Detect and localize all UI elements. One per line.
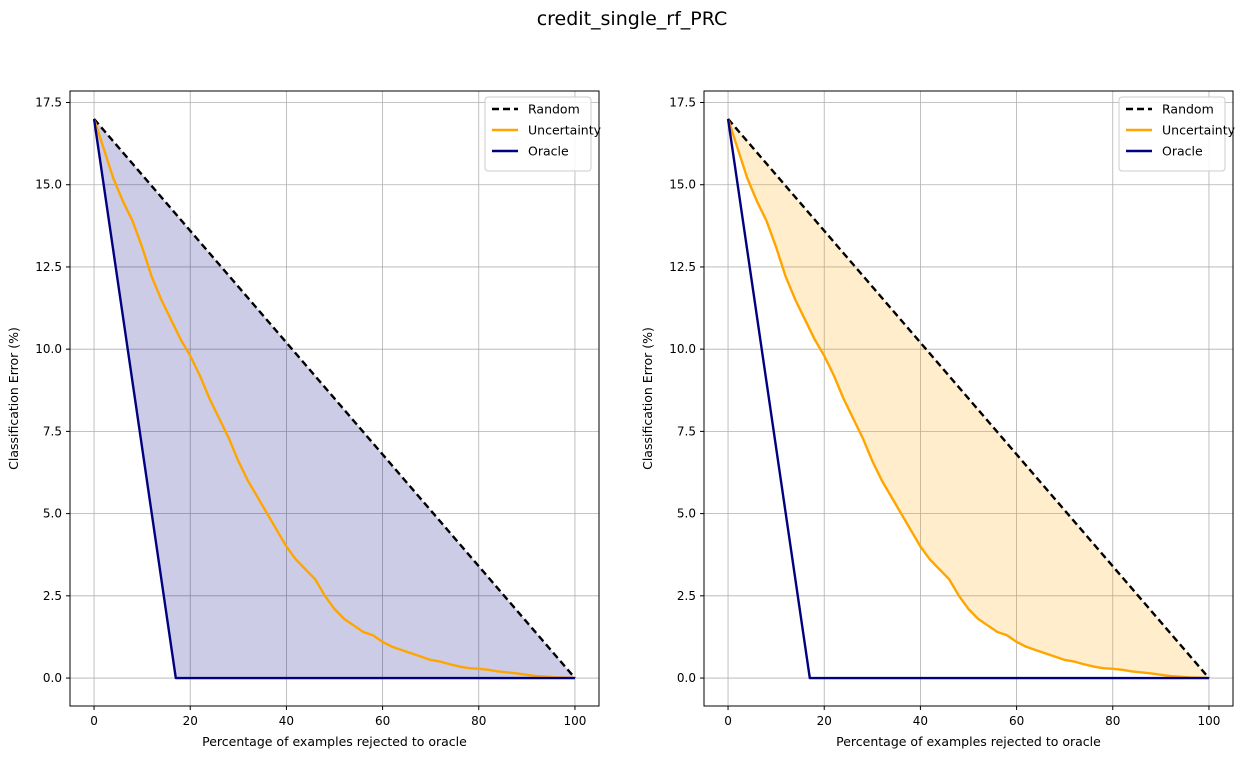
x-tick-label: 0: [90, 714, 98, 728]
legend: Random Uncertainty Oracle: [484, 96, 602, 172]
series-line-oracle: [92, 118, 575, 680]
legend-label-random: Random: [1162, 102, 1214, 117]
series-line-random: [93, 118, 576, 679]
x-axis-label: Percentage of examples rejected to oracl…: [202, 734, 467, 749]
legend: Random Uncertainty Oracle: [1118, 96, 1236, 172]
y-tick-label: 10.0: [35, 342, 62, 356]
y-tick-label: 0.0: [677, 671, 696, 685]
series-line-uncertainty: [92, 118, 575, 680]
axes-frame: [703, 90, 1234, 707]
x-tick-label: 80: [1105, 714, 1120, 728]
legend-label-uncertainty: Uncertainty: [1162, 123, 1236, 138]
x-tick-label: 80: [471, 714, 486, 728]
legend-label-oracle: Oracle: [528, 144, 569, 159]
legend-label-uncertainty: Uncertainty: [528, 123, 602, 138]
chart-panel-2: 0 20 40 60 80 100 0.0 2.5 5.0 7.5 10.0 12.5 15.0 17.5…: [640, 90, 1236, 749]
y-axis-label: Classification Error (%): [6, 327, 21, 470]
gridlines: [704, 91, 1233, 706]
y-tick-label: 7.5: [677, 424, 696, 438]
y-tick-label: 17.5: [35, 96, 62, 110]
y-tick-label: 7.5: [43, 424, 62, 438]
y-tick-label: 17.5: [669, 96, 696, 110]
y-tick-label: 5.0: [43, 507, 62, 521]
x-tick-label: 60: [1009, 714, 1024, 728]
figure-title: credit_single_rf_PRC: [537, 8, 728, 30]
y-tick-label: 10.0: [669, 342, 696, 356]
x-tick-label: 60: [375, 714, 390, 728]
x-tick-label: 20: [183, 714, 198, 728]
y-tick-label: 15.0: [669, 178, 696, 192]
y-tick-label: 2.5: [43, 589, 62, 603]
ticks: 0 20 40 60 80 100 0.0 2.5 5.0 7.5 10.0 12.5 15.0 17.5: [35, 96, 586, 728]
series-line-oracle: [726, 118, 1209, 680]
y-tick-label: 0.0: [43, 671, 62, 685]
x-tick-label: 0: [724, 714, 732, 728]
x-tick-label: 40: [913, 714, 928, 728]
x-tick-label: 100: [1198, 714, 1221, 728]
x-tick-label: 20: [817, 714, 832, 728]
x-axis-label: Percentage of examples rejected to oracl…: [836, 734, 1101, 749]
series-line-random: [727, 118, 1210, 679]
legend-box: [1118, 96, 1226, 172]
legend-box: [484, 96, 592, 172]
fill-between-area: [94, 118, 575, 679]
x-tick-label: 40: [279, 714, 294, 728]
axes-frame: [69, 90, 600, 707]
series-line-uncertainty: [726, 118, 1209, 680]
y-tick-label: 12.5: [669, 260, 696, 274]
ticks: 0 20 40 60 80 100 0.0 2.5 5.0 7.5 10.0 12.5 15.0 17.5: [669, 96, 1220, 728]
y-axis-label: Classification Error (%): [640, 327, 655, 470]
legend-label-random: Random: [528, 102, 580, 117]
y-tick-label: 15.0: [35, 178, 62, 192]
y-tick-label: 12.5: [35, 260, 62, 274]
legend-label-oracle: Oracle: [1162, 144, 1203, 159]
chart-panel-1: 0 20 40 60 80 100 0.0 2.5 5.0 7.5 10.0 12.5 15.0 17.5…: [6, 90, 602, 749]
y-tick-label: 5.0: [677, 507, 696, 521]
y-tick-label: 2.5: [677, 589, 696, 603]
chart-panels: 0 20 40 60 80 100 0.0 2.5 5.0 7.5 10.0 12.5 15.0 17.5…: [6, 90, 1236, 749]
x-tick-label: 100: [564, 714, 587, 728]
